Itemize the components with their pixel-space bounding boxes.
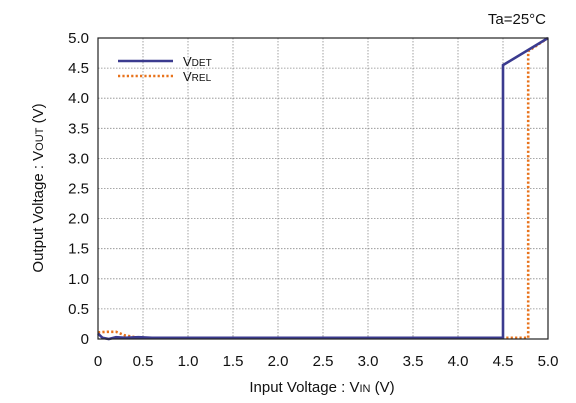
y-tick-label: 4.5 — [68, 60, 89, 77]
legend-label-vdet: VDET — [183, 54, 212, 69]
series-line-vrel — [97, 36, 549, 340]
x-tick-label: 2.5 — [313, 353, 334, 370]
x-tick-label: 2.0 — [268, 353, 289, 370]
x-tick-label: 0 — [94, 353, 102, 370]
x-tick-label: 5.0 — [538, 353, 559, 370]
y-tick-label: 3.5 — [68, 120, 89, 137]
x-tick-label: 4.0 — [448, 353, 469, 370]
y-tick-label: 1.5 — [68, 241, 89, 258]
y-tick-label: 4.0 — [68, 90, 89, 107]
y-tick-labels: 0 0.5 1.0 1.5 2.0 2.5 3.0 3.5 4.0 4.5 5.0 — [68, 30, 89, 348]
temperature-annotation: Ta=25°C — [488, 11, 546, 28]
x-tick-label: 1.5 — [223, 353, 244, 370]
x-tick-label: 0.5 — [133, 353, 154, 370]
y-axis-label: Output Voltage : VOUT (V) — [30, 103, 47, 272]
y-tick-label: 2.0 — [68, 211, 89, 228]
x-tick-label: 1.0 — [178, 353, 199, 370]
plot-frame — [97, 37, 549, 340]
legend-label-vrel: VREL — [183, 69, 212, 84]
y-tick-label: 2.5 — [68, 181, 89, 198]
x-tick-labels: 0 0.5 1.0 1.5 2.0 2.5 3.0 3.5 4.0 4.5 5.0 — [94, 353, 559, 370]
y-tick-label: 0.5 — [68, 301, 89, 318]
y-tick-label: 3.0 — [68, 150, 89, 167]
x-tick-label: 4.5 — [493, 353, 514, 370]
x-tick-label: 3.5 — [403, 353, 424, 370]
y-tick-label: 0 — [81, 331, 89, 348]
x-tick-label: 3.0 — [358, 353, 379, 370]
y-tick-label: 5.0 — [68, 30, 89, 47]
y-tick-label: 1.0 — [68, 271, 89, 288]
grid-lines — [98, 38, 548, 339]
x-axis-label: Input Voltage : VIN (V) — [249, 379, 394, 396]
